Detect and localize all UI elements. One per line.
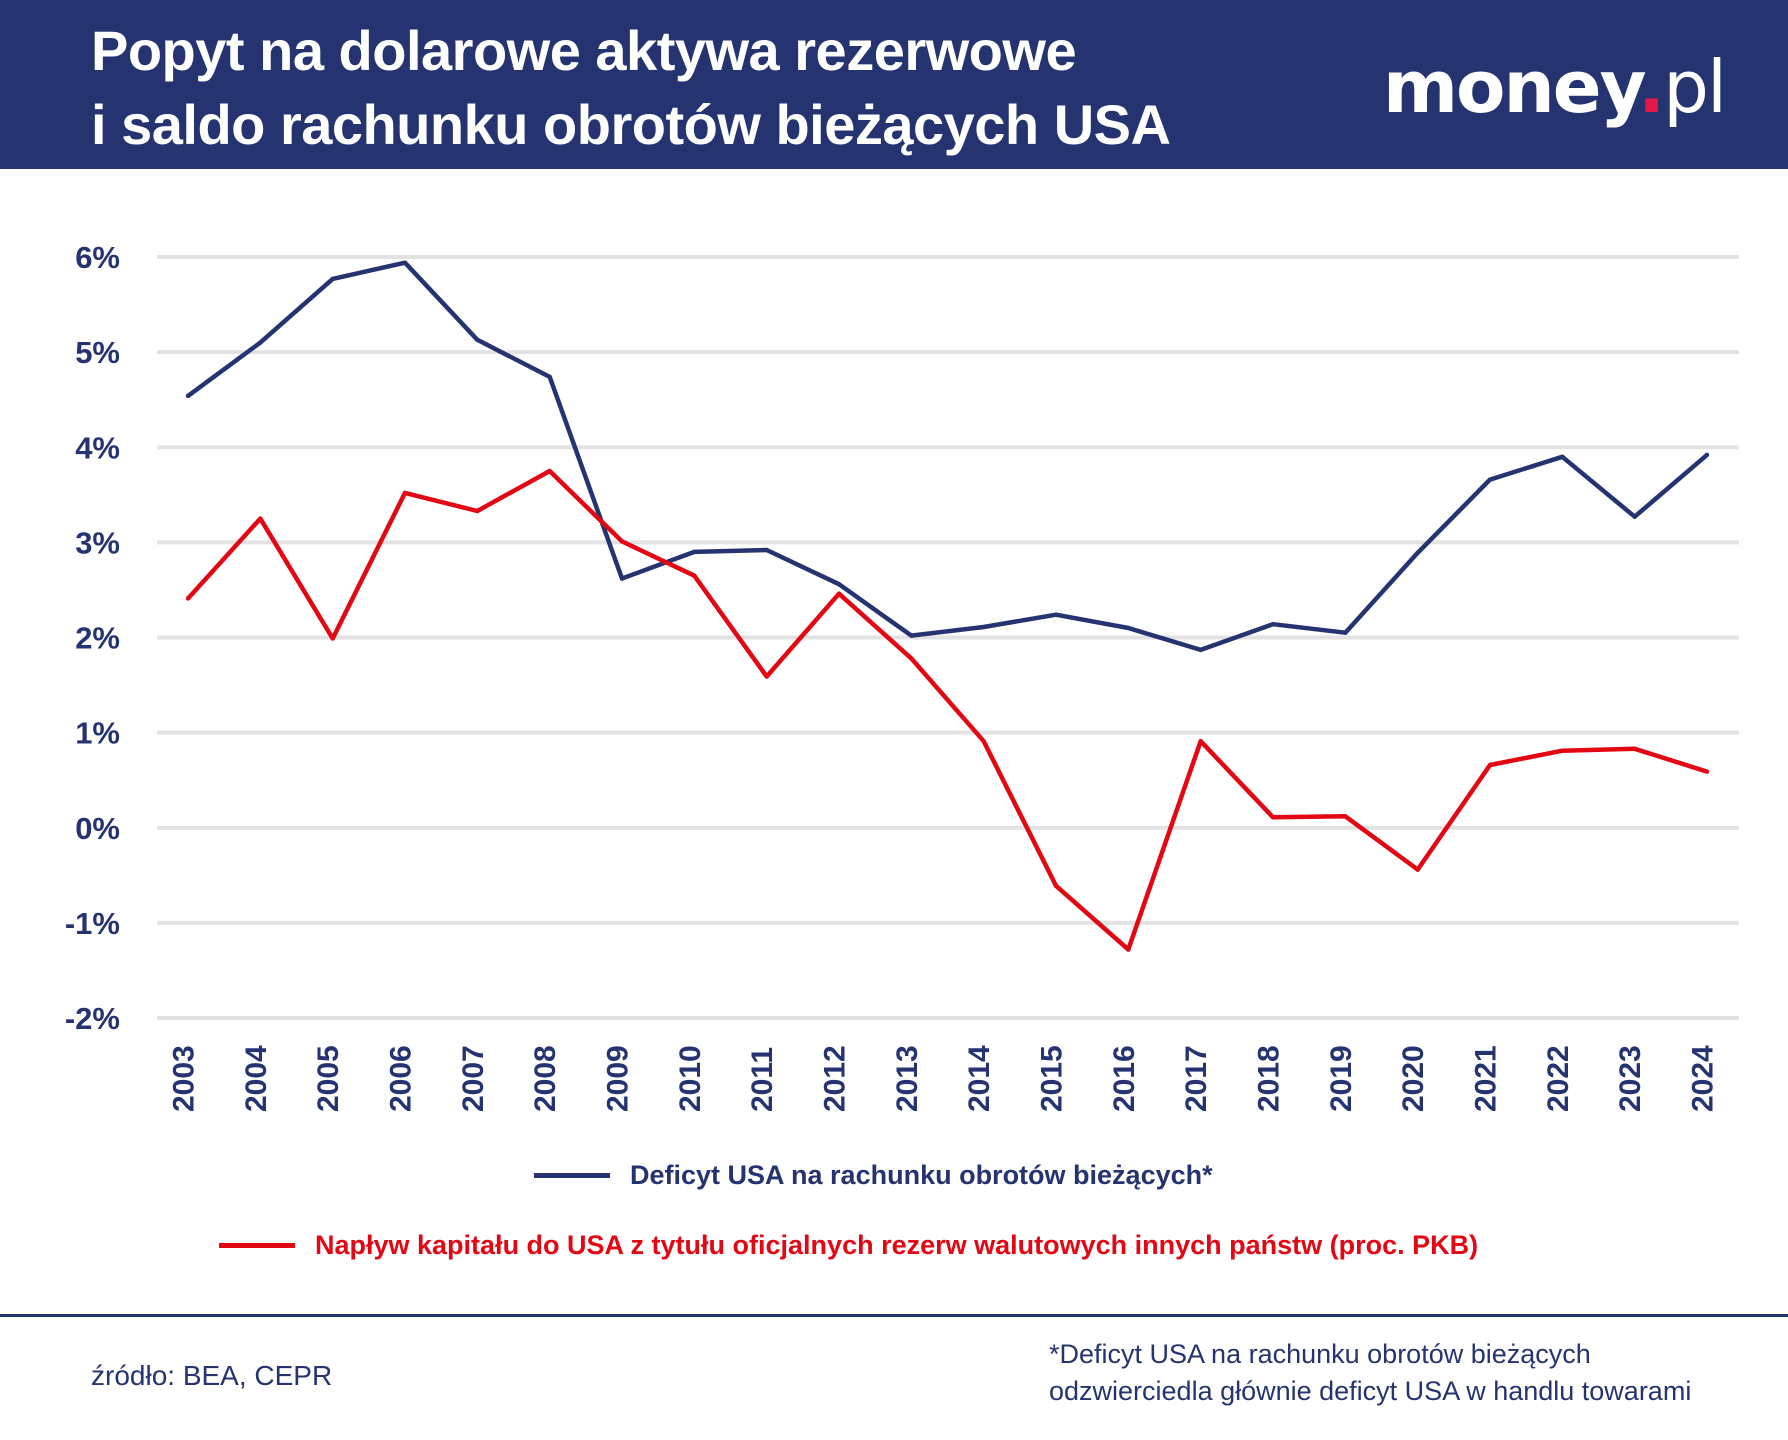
data-point [981,624,986,630]
data-point [1198,738,1203,744]
title-line-1: Popyt na dolarowe aktywa rezerwowe [91,19,1077,82]
legend-swatch-inflow [219,1243,295,1248]
data-point [909,633,914,638]
footnote: *Deficyt USA na rachunku obrotów bieżący… [1049,1336,1691,1410]
y-tick-label: 1% [75,716,120,751]
data-point [1487,477,1493,482]
data-point [764,674,769,679]
x-tick-label: 2011 [746,1047,779,1112]
inflow-series-line [186,468,1708,952]
data-point [1704,769,1710,774]
data-point [258,340,263,345]
legend-label-inflow: Napływ kapitału do USA z tytułu oficjaln… [315,1230,1479,1260]
x-tick-label: 2012 [819,1045,852,1112]
y-tick-label: -2% [65,1001,120,1036]
line-chart: -2% -1% 0% 1% 2% 3% 4% 5% 6% 2003 2004 2005 2006 2007… [65,240,1739,1112]
data-point [909,656,914,661]
data-point [1270,621,1276,627]
footnote-line-1: *Deficyt USA na rachunku obrotów bieżący… [1049,1339,1591,1369]
legend-item-inflow: Napływ kapitału do USA z tytułu oficjaln… [219,1230,1478,1261]
data-point [1126,625,1131,631]
data-point [836,582,842,587]
footnote-line-2: odzwierciedla głównie deficyt USA w hand… [1049,1376,1692,1406]
data-point [402,490,408,496]
data-point [619,539,625,544]
x-tick-label: 2005 [312,1045,345,1112]
x-tick-label: 2006 [385,1045,418,1112]
data-point [1560,454,1565,459]
data-point [547,374,552,380]
x-tick-label: 2004 [240,1045,273,1112]
data-point [402,260,408,265]
x-tick-label: 2015 [1036,1045,1069,1112]
x-tick-label: 2007 [457,1045,490,1112]
money-pl-logo: money.pl [1383,45,1727,129]
data-point [836,591,842,596]
x-tick-label: 2023 [1614,1045,1647,1112]
legend-item-deficit: Deficyt USA na rachunku obrotów bieżącyc… [534,1160,1213,1191]
legend-label-deficit: Deficyt USA na rachunku obrotów bieżącyc… [630,1160,1213,1190]
x-tick-label: 2016 [1108,1045,1141,1112]
x-tick-label: 2021 [1470,1045,1503,1112]
title-line-2: i saldo rachunku obrotów bieżących USA [91,93,1171,156]
data-point [1198,647,1203,653]
y-tick-label: 4% [75,430,120,465]
data-point [185,596,191,601]
y-tick-label: 6% [75,240,120,275]
deficit-series-line [186,260,1709,653]
data-point [1560,748,1565,753]
data-point [619,576,625,581]
data-point [547,468,552,474]
y-tick-label: 3% [75,525,120,560]
source-text: źródło: BEA, CEPR [91,1360,333,1391]
data-point [1632,746,1637,751]
data-point [1487,762,1493,768]
y-tick-label: -1% [65,906,120,941]
data-point [1126,947,1131,952]
chart-title: Popyt na dolarowe aktywa rezerwowe i sal… [91,14,1171,162]
x-tick-label: 2022 [1542,1045,1575,1112]
data-point [1343,630,1348,635]
x-tick-label: 2018 [1253,1045,1286,1112]
data-point [1053,612,1059,617]
data-point [692,573,697,578]
data-point [692,549,697,555]
data-point [1415,867,1420,872]
x-tick-label: 2009 [602,1045,635,1112]
x-tick-label: 2024 [1687,1045,1720,1112]
x-tick-label: 2014 [963,1045,996,1112]
data-point [981,738,986,744]
data-point [475,508,480,514]
header-banner: Popyt na dolarowe aktywa rezerwowe i sal… [0,0,1788,169]
legend-swatch-deficit [534,1173,610,1178]
x-tick-label: 2003 [168,1045,201,1112]
x-tick-label: 2019 [1325,1045,1358,1112]
x-tick-label: 2013 [891,1045,924,1112]
y-tick-label: 0% [75,811,120,846]
data-point [1632,514,1637,519]
y-tick-label: 2% [75,621,120,656]
data-point [330,276,335,282]
x-tick-label: 2010 [674,1045,707,1112]
x-tick-label: 2008 [529,1045,562,1112]
x-tick-label: 2020 [1397,1045,1430,1112]
footer-divider [0,1314,1788,1317]
data-point [1343,814,1348,819]
data-point [1415,550,1420,556]
data-point [258,516,263,521]
data-point [330,636,335,641]
data-point [475,337,480,342]
x-tick-label: 2017 [1180,1045,1213,1112]
data-point [1053,883,1059,888]
data-point [1270,815,1276,820]
y-tick-label: 5% [75,335,120,370]
data-point [764,547,769,553]
data-point [1704,452,1710,458]
data-point [185,393,191,399]
